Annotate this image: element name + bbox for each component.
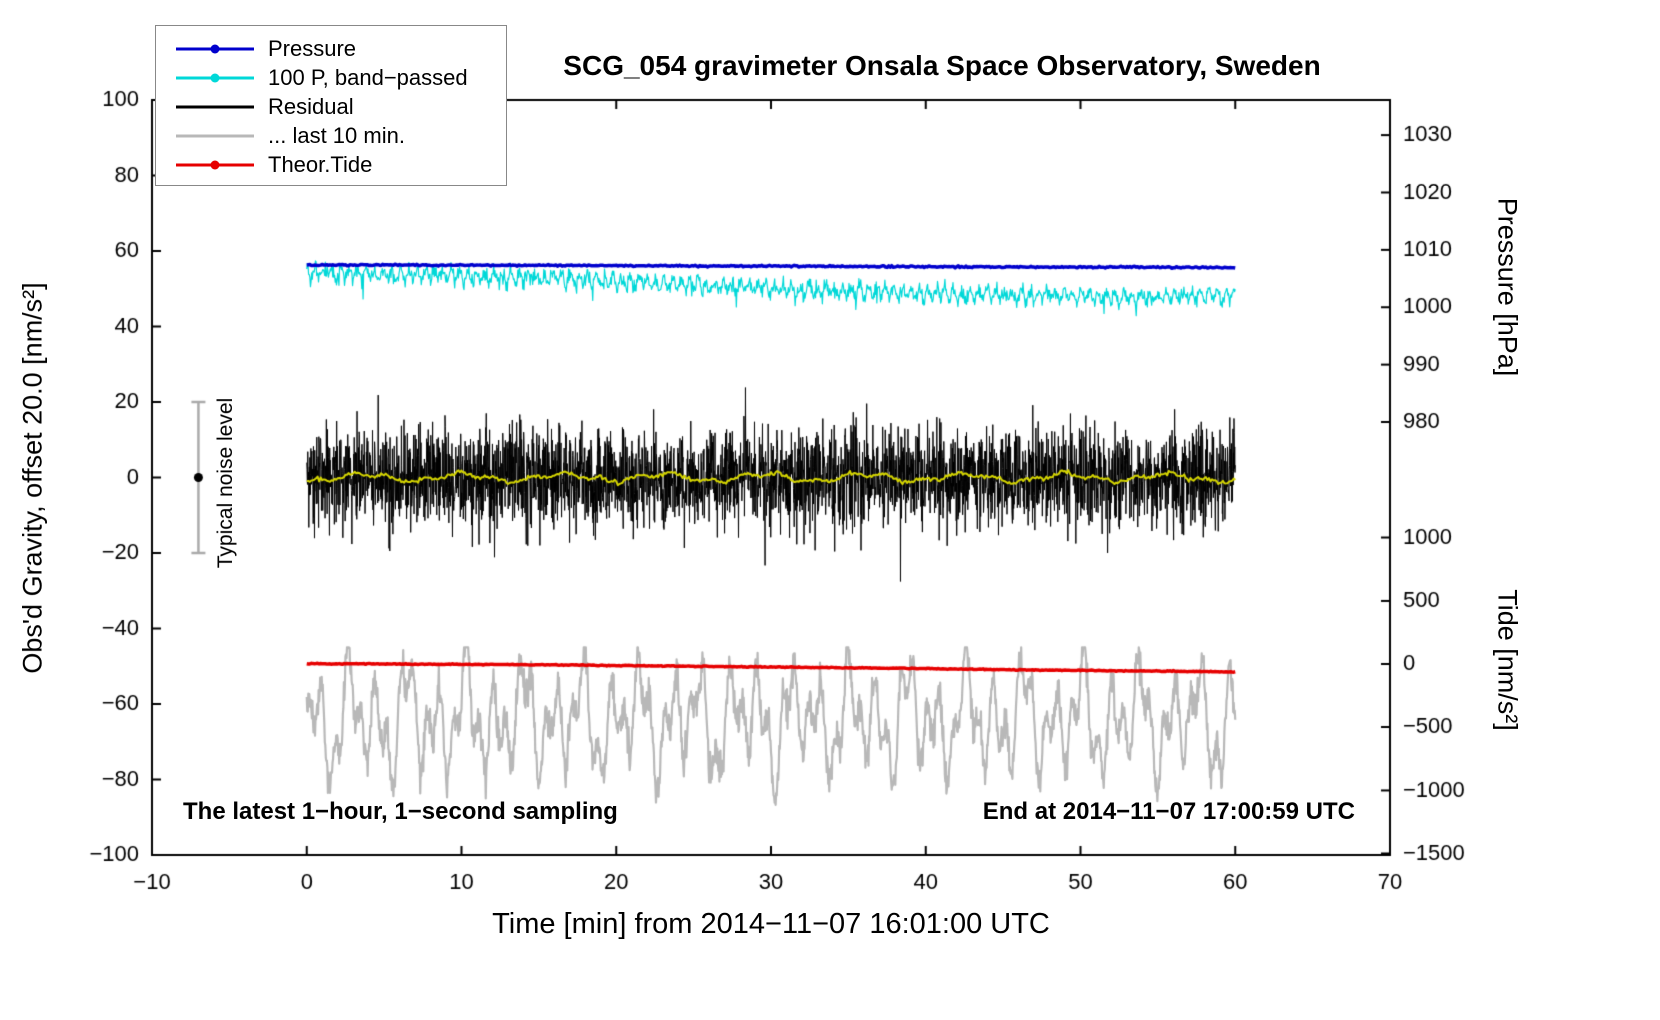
legend-item-label: Pressure bbox=[268, 35, 357, 61]
last-10-min-line-marker-icon bbox=[176, 130, 254, 142]
legend-item-residual: Residual bbox=[156, 92, 506, 121]
100-p-band-passed-line-marker-icon bbox=[176, 72, 254, 84]
legend-item-label: Residual bbox=[268, 93, 354, 119]
y-axis-left-label: Obs'd Gravity, offset 20.0 [nm/s²] bbox=[17, 282, 48, 674]
legend-item-label: ... last 10 min. bbox=[268, 122, 405, 148]
x-axis-label: Time [min] from 2014−11−07 16:01:00 UTC bbox=[492, 908, 1050, 940]
chart-title: SCG_054 gravimeter Onsala Space Observat… bbox=[563, 50, 1321, 81]
theor-tide-line-marker-icon bbox=[176, 159, 254, 171]
legend: Pressure 100 P, band−passed Residual ... la… bbox=[155, 25, 507, 186]
legend-item-label: 100 P, band−passed bbox=[268, 64, 468, 90]
noise-level-label: Typical noise level bbox=[214, 397, 237, 569]
legend-item-pressure: Pressure bbox=[156, 34, 506, 63]
legend-item-100-p-band-passed: 100 P, band−passed bbox=[156, 63, 506, 92]
pressure-line-marker-icon bbox=[176, 43, 254, 55]
legend-item-theor-tide: Theor.Tide bbox=[156, 150, 506, 179]
legend-item-label: Theor.Tide bbox=[268, 151, 373, 177]
legend-item-last-10-min: ... last 10 min. bbox=[156, 121, 506, 150]
y-axis-pressure-label: Pressure [hPa] bbox=[1492, 197, 1523, 377]
annotation-sampling: The latest 1−hour, 1−second sampling bbox=[183, 798, 618, 825]
residual-line-marker-icon bbox=[176, 101, 254, 113]
y-axis-tide-label: Tide [nm/s²] bbox=[1492, 589, 1523, 731]
annotation-end: End at 2014−11−07 17:00:59 UTC bbox=[982, 798, 1355, 825]
